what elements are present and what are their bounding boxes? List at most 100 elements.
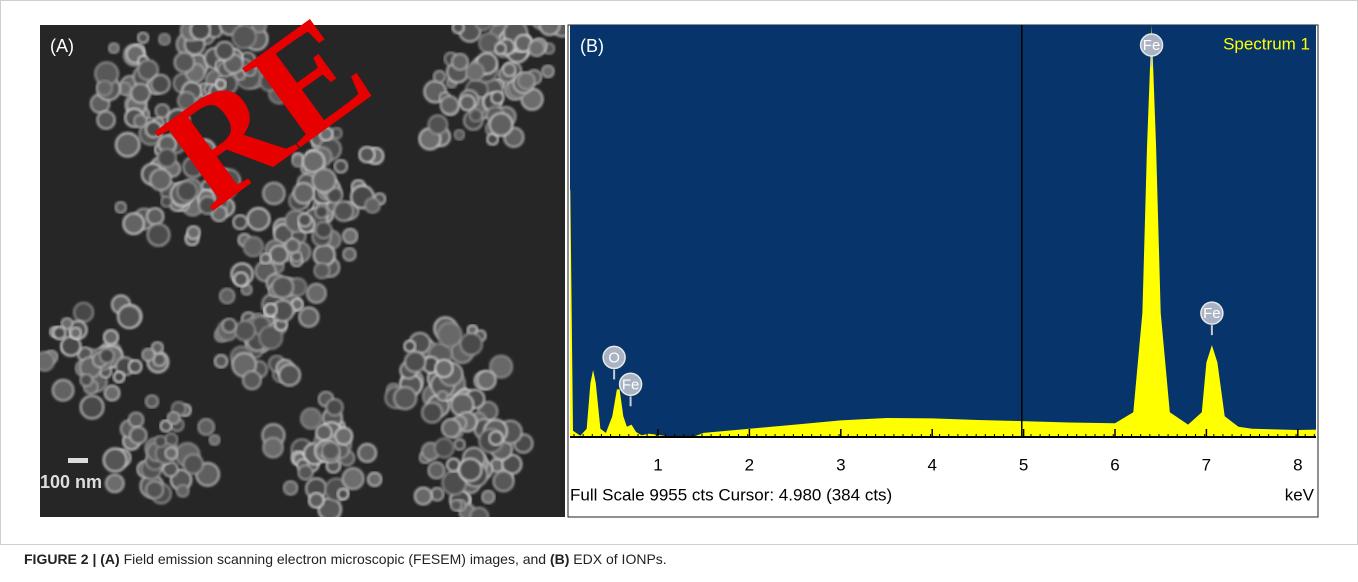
- sem-particle: [482, 491, 495, 504]
- sem-particle: [215, 355, 228, 368]
- sem-particle: [235, 321, 255, 341]
- sem-particle: [187, 226, 200, 239]
- sem-particle: [129, 412, 144, 427]
- page: (A) 100 nm 12345678 (B) Spectrum 1 Full …: [0, 0, 1358, 582]
- sem-particle: [477, 371, 496, 390]
- x-tick-label: 5: [1019, 455, 1028, 474]
- sem-particle: [183, 454, 203, 474]
- sem-particle: [123, 213, 144, 234]
- sem-particle: [438, 323, 462, 347]
- sem-particle: [115, 202, 126, 213]
- figure: (A) 100 nm 12345678 (B) Spectrum 1 Full …: [0, 0, 1358, 577]
- sem-particle: [434, 71, 446, 83]
- sem-particle: [100, 349, 115, 364]
- sem-particle: [129, 360, 142, 373]
- sem-particle: [503, 63, 516, 76]
- sem-particle: [451, 500, 462, 511]
- peak-label: Fe: [1143, 37, 1161, 54]
- sem-particle: [491, 91, 504, 104]
- sem-particle: [309, 493, 324, 508]
- sem-particle: [109, 43, 119, 53]
- sem-particle: [307, 284, 326, 303]
- sem-particle: [198, 419, 214, 435]
- sem-particle: [146, 481, 163, 498]
- sem-particle: [286, 239, 300, 253]
- sem-particle: [394, 387, 417, 410]
- sem-particle: [106, 474, 124, 492]
- sem-particle: [542, 65, 554, 77]
- sem-particle: [97, 81, 112, 96]
- sem-particle: [359, 147, 375, 163]
- caption-part: Field emission scanning electron microsc…: [120, 551, 550, 567]
- sem-particle: [298, 465, 313, 480]
- caption-part: FIGURE 2 | (A): [24, 551, 120, 567]
- sem-particle: [70, 327, 81, 338]
- sem-particle: [452, 54, 468, 70]
- sem-particle: [470, 508, 489, 527]
- peak-label: Fe: [622, 376, 640, 393]
- sem-particle: [142, 348, 155, 361]
- sem-particle: [315, 205, 328, 218]
- x-tick-label: 6: [1110, 455, 1119, 474]
- sem-particle: [147, 224, 169, 246]
- sem-particle: [146, 395, 159, 408]
- sem-particle: [489, 431, 503, 445]
- sem-particle: [404, 340, 416, 352]
- sem-particle: [299, 307, 319, 327]
- sem-particle: [487, 8, 504, 25]
- sem-particle: [454, 130, 464, 140]
- sem-particle: [260, 253, 271, 264]
- sem-particle: [314, 263, 330, 279]
- sem-particle: [326, 399, 343, 416]
- sem-particle: [177, 485, 189, 497]
- sem-particle: [454, 439, 465, 450]
- plot-area: [570, 25, 1316, 437]
- sem-particle: [97, 111, 115, 129]
- panel-label: (A): [50, 36, 74, 56]
- sem-particle: [529, 0, 549, 20]
- sem-particle: [263, 438, 283, 458]
- sem-particle: [104, 385, 119, 400]
- sem-particle: [405, 351, 426, 372]
- sem-particle: [338, 489, 349, 500]
- sem-particle: [460, 333, 482, 355]
- sem-particle: [335, 427, 352, 444]
- sem-particle: [53, 327, 66, 340]
- sem-particle: [315, 222, 332, 239]
- sem-particle: [442, 419, 461, 438]
- panel-label: (B): [580, 36, 604, 56]
- x-tick-label: 4: [927, 455, 936, 474]
- sem-particle: [264, 303, 277, 316]
- sem-particle: [301, 408, 322, 429]
- sem-particle: [35, 352, 54, 371]
- sem-particle: [457, 0, 479, 14]
- sem-particle: [493, 471, 513, 491]
- sem-particle: [516, 1, 539, 24]
- caption-part: (B): [550, 551, 569, 567]
- sem-particle: [435, 360, 453, 378]
- sem-particle: [206, 9, 218, 21]
- sem-particle: [435, 438, 454, 457]
- scale-bar: [68, 458, 88, 463]
- sem-particle: [234, 272, 248, 286]
- sem-particle: [272, 276, 293, 297]
- sem-particle: [428, 115, 447, 134]
- sem-particle: [438, 391, 448, 401]
- sem-particle: [459, 458, 482, 481]
- sem-particle: [80, 395, 103, 418]
- sem-particle: [279, 364, 300, 385]
- sem-particle: [220, 289, 235, 304]
- sem-particle: [103, 448, 126, 471]
- sem-particle: [161, 196, 172, 207]
- sem-particle: [298, 213, 311, 226]
- x-tick-label: 8: [1293, 455, 1302, 474]
- sem-particle: [284, 481, 298, 495]
- sem-particle: [452, 22, 464, 34]
- sem-particle: [116, 133, 140, 157]
- peak-label: O: [608, 349, 620, 366]
- sem-particle: [460, 95, 476, 111]
- sem-particle: [489, 113, 512, 136]
- sem-particle: [368, 472, 382, 486]
- sem-particle: [167, 412, 179, 424]
- x-unit: keV: [1285, 485, 1315, 504]
